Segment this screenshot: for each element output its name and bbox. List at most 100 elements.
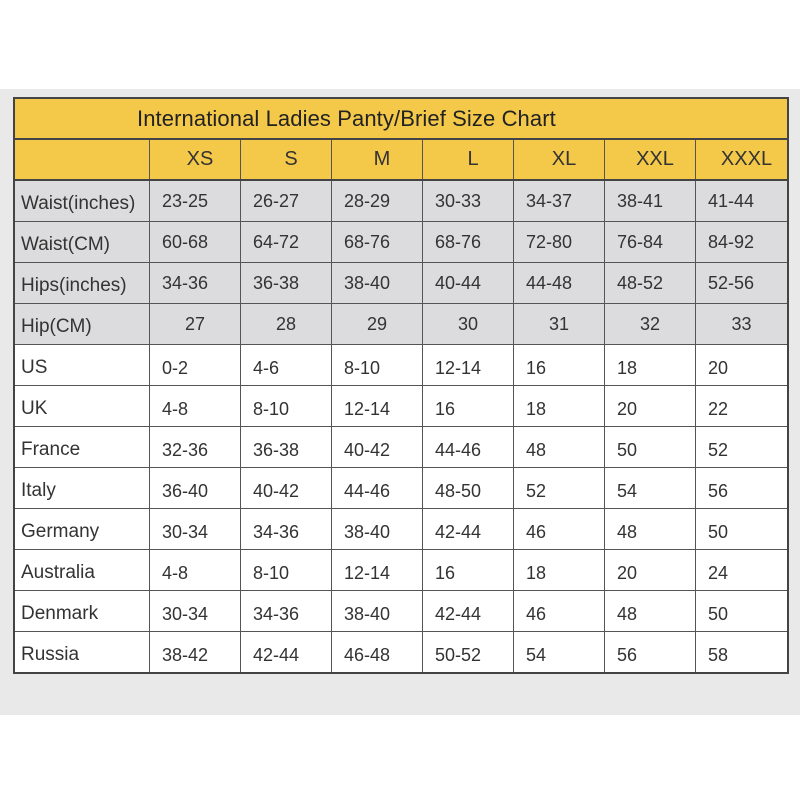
size-header-s: S	[241, 140, 332, 179]
size-header-xxl: XXL	[605, 140, 696, 179]
table-cell: 30	[423, 304, 514, 344]
table-cell: 29	[332, 304, 423, 344]
table-cell: 54	[605, 468, 696, 508]
table-cell: 50	[708, 522, 729, 542]
table-row: Waist(CM) 60-68 64-72 68-76 68-76 72-80 76-84 8…	[15, 222, 787, 263]
table-row: Denmark 30-34 34-36 38-40 42-44 46 48 50	[15, 591, 787, 632]
table-cell: 18	[605, 345, 696, 385]
table-cell: 48	[605, 509, 696, 549]
table-cell: 12-14	[332, 386, 423, 426]
table-cell: 8-10	[332, 345, 423, 385]
table-cell: 42-44	[241, 632, 332, 672]
row-label: Hip(CM)	[15, 304, 150, 344]
table-cell: 34-36	[150, 263, 241, 303]
table-cell: 8-10	[241, 386, 332, 426]
table-cell: 42-44	[423, 591, 514, 631]
table-cell: 84-92	[696, 222, 787, 262]
table-cell: 50	[708, 604, 729, 624]
table-cell: 4-8	[150, 550, 241, 590]
table-cell: 41-44	[696, 181, 787, 221]
table-cell: 4-6	[241, 345, 332, 385]
table-cell: 38-40	[332, 509, 423, 549]
table-cell: 44-46	[423, 427, 514, 467]
table-cell: 23-25	[150, 181, 241, 221]
row-label: Hips(inches)	[15, 263, 150, 303]
row-label: US	[15, 345, 150, 385]
table-row: US 0-2 4-6 8-10 12-14 16 18 20	[15, 345, 787, 386]
table-row: Waist(inches) 23-25 26-27 28-29 30-33 34-37 38…	[15, 181, 787, 222]
table-cell: 40-42	[241, 468, 332, 508]
table-cell: 52	[514, 468, 605, 508]
table-cell: 20	[605, 386, 696, 426]
table-cell: 8-10	[241, 550, 332, 590]
table-cell: 76-84	[605, 222, 696, 262]
table-cell: 32-36	[150, 427, 241, 467]
table-cell: 44-46	[332, 468, 423, 508]
table-cell: 64-72	[241, 222, 332, 262]
table-cell: 56	[708, 481, 729, 501]
table-cell: 40-44	[423, 263, 514, 303]
table-cell: 16	[514, 345, 605, 385]
table-cell: 52-56	[696, 263, 787, 303]
size-header-l: L	[423, 140, 514, 179]
table-cell: 18	[514, 386, 605, 426]
table-cell: 36-38	[241, 427, 332, 467]
table-cell: 48-52	[605, 263, 696, 303]
size-header-m: M	[332, 140, 423, 179]
row-label: Australia	[15, 550, 150, 590]
table-row: UK 4-8 8-10 12-14 16 18 20 22	[15, 386, 787, 427]
table-cell: 46	[514, 509, 605, 549]
table-cell: 34-36	[241, 509, 332, 549]
table-cell: 56	[605, 632, 696, 672]
table-cell: 38-42	[150, 632, 241, 672]
size-header-row: XS S M L XL XXL XXXL	[15, 140, 787, 181]
table-cell: 33	[696, 304, 787, 344]
table-cell: 44-48	[514, 263, 605, 303]
chart-title: International Ladies Panty/Brief Size Ch…	[15, 99, 787, 140]
table-cell: 50	[605, 427, 696, 467]
table-cell: 48	[605, 591, 696, 631]
table-row: Hips(inches) 34-36 36-38 38-40 40-44 44-48 48-…	[15, 263, 787, 304]
size-chart-table: International Ladies Panty/Brief Size Ch…	[13, 97, 789, 674]
table-cell: 30-33	[423, 181, 514, 221]
row-label: France	[15, 427, 150, 467]
table-cell: 68-76	[423, 222, 514, 262]
table-cell: 4-8	[150, 386, 241, 426]
row-label: Waist(inches)	[15, 181, 150, 221]
table-cell: 58	[708, 645, 729, 665]
table-cell: 31	[514, 304, 605, 344]
table-cell: 20	[708, 358, 729, 378]
table-row: France 32-36 36-38 40-42 44-46 48 50 52	[15, 427, 787, 468]
table-cell: 12-14	[423, 345, 514, 385]
table-row: Russia 38-42 42-44 46-48 50-52 54 56 58	[15, 632, 787, 672]
size-header-xl: XL	[514, 140, 605, 179]
table-row: Germany 30-34 34-36 38-40 42-44 46 48 50	[15, 509, 787, 550]
table-cell: 50-52	[423, 632, 514, 672]
row-label: Italy	[15, 468, 150, 508]
table-cell: 34-36	[241, 591, 332, 631]
table-cell: 38-40	[332, 591, 423, 631]
table-cell: 38-40	[332, 263, 423, 303]
table-cell: 16	[423, 550, 514, 590]
table-cell: 28-29	[332, 181, 423, 221]
table-row: Australia 4-8 8-10 12-14 16 18 20 24	[15, 550, 787, 591]
table-cell: 72-80	[514, 222, 605, 262]
table-cell: 38-41	[605, 181, 696, 221]
table-cell: 60-68	[150, 222, 241, 262]
table-cell: 27	[150, 304, 241, 344]
table-cell: 30-34	[150, 591, 241, 631]
table-cell: 46	[514, 591, 605, 631]
table-cell: 54	[514, 632, 605, 672]
table-cell: 12-14	[332, 550, 423, 590]
table-cell: 30-34	[150, 509, 241, 549]
table-cell: 42-44	[423, 509, 514, 549]
row-label: Denmark	[15, 591, 150, 631]
row-label: Russia	[15, 632, 150, 672]
table-row: Hip(CM) 27 28 29 30 31 32 33	[15, 304, 787, 345]
table-cell: 28	[241, 304, 332, 344]
table-cell: 48	[514, 427, 605, 467]
table-cell: 36-38	[241, 263, 332, 303]
table-row: Italy 36-40 40-42 44-46 48-50 52 54 56	[15, 468, 787, 509]
table-cell: 16	[423, 386, 514, 426]
table-cell: 32	[605, 304, 696, 344]
